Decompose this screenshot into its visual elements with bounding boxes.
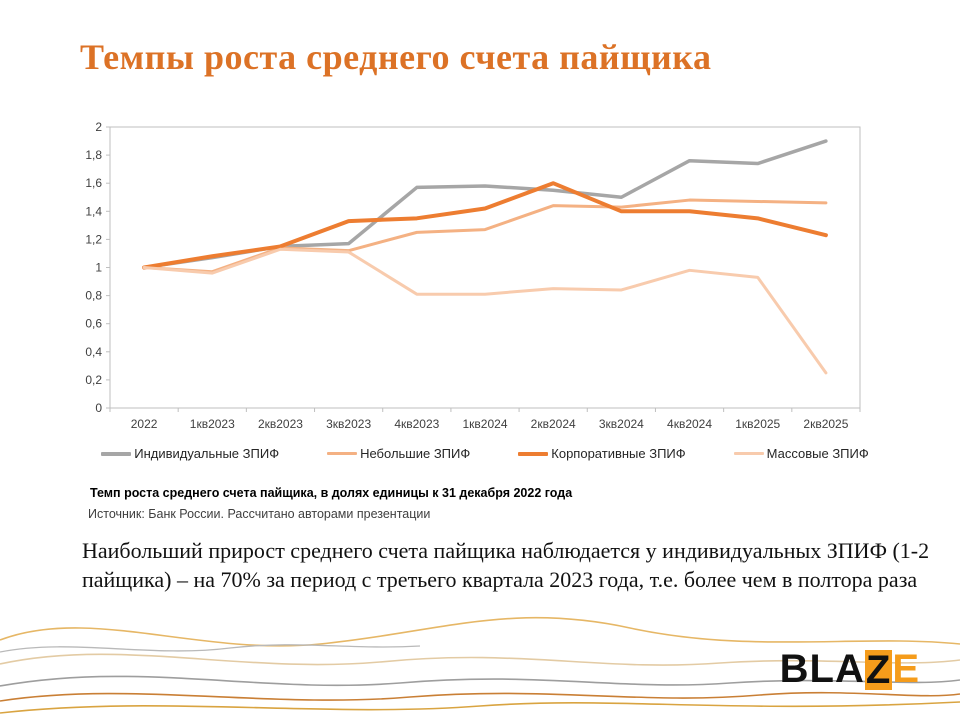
legend-item: Индивидуальные ЗПИФ [101, 446, 279, 461]
body-text: Наибольший прирост среднего счета пайщик… [82, 538, 930, 593]
y-tick-label: 0 [95, 401, 102, 415]
legend-label: Небольшие ЗПИФ [360, 446, 471, 461]
legend-item: Корпоративные ЗПИФ [518, 446, 686, 461]
y-tick-label: 1,8 [85, 148, 102, 162]
x-tick-label: 3кв2024 [599, 417, 644, 431]
series-line [142, 247, 828, 375]
x-tick-label: 2кв2024 [531, 417, 576, 431]
legend-label: Индивидуальные ЗПИФ [134, 446, 280, 461]
x-tick-label: 4кв2023 [394, 417, 439, 431]
y-tick-label: 1,4 [85, 204, 102, 218]
legend-swatch-icon [733, 452, 764, 455]
legend-swatch-icon [327, 452, 358, 455]
legend-item: Массовые ЗПИФ [733, 446, 869, 461]
x-tick-label: 2022 [131, 417, 158, 431]
y-tick-label: 0,6 [85, 317, 102, 331]
chart-source: Источник: Банк России. Рассчитано автора… [88, 507, 431, 521]
series-line [142, 181, 828, 270]
y-tick-label: 0,8 [85, 289, 102, 303]
x-tick-label: 1кв2024 [463, 417, 508, 431]
x-tick-label: 2кв2023 [258, 417, 303, 431]
y-tick-label: 0,2 [85, 373, 102, 387]
legend-label: Массовые ЗПИФ [766, 446, 869, 461]
x-tick-label: 4кв2024 [667, 417, 712, 431]
decorative-waves-icon [0, 616, 960, 714]
x-tick-label: 3кв2023 [326, 417, 371, 431]
series-line [142, 139, 828, 270]
line-chart: 0 0,2 0,4 0,6 0,8 1 1,2 1,4 1,6 1,8 2 2022 1кв2023 2к… [85, 120, 861, 431]
y-tick-label: 1,6 [85, 176, 102, 190]
legend-swatch-icon [101, 451, 132, 456]
x-tick-label: 2кв2025 [803, 417, 848, 431]
legend-label: Корпоративные ЗПИФ [551, 446, 686, 461]
logo-text-bla: BLA [779, 647, 865, 691]
logo-text-z: Z [864, 647, 893, 692]
blaze-logo: BLA Z E [780, 647, 920, 692]
x-tick-label: 1кв2025 [735, 417, 780, 431]
chart: 0 0,2 0,4 0,6 0,8 1 1,2 1,4 1,6 1,8 2 2022 1кв2023 2к… [60, 112, 910, 461]
legend-swatch-icon [518, 451, 549, 456]
y-tick-label: 1,2 [85, 232, 102, 246]
y-tick-label: 0,4 [85, 345, 102, 359]
slide-title: Темпы роста среднего счета пайщика [80, 37, 712, 77]
legend-item: Небольшие ЗПИФ [327, 446, 470, 461]
x-tick-label: 1кв2023 [190, 417, 235, 431]
chart-legend: Индивидуальные ЗПИФ Небольшие ЗПИФ Корпора… [60, 446, 910, 461]
logo-text-e: E [892, 647, 920, 691]
chart-caption: Темп роста среднего счета пайщика, в дол… [90, 486, 573, 500]
y-tick-label: 2 [95, 120, 102, 134]
y-tick-label: 1 [95, 261, 102, 275]
